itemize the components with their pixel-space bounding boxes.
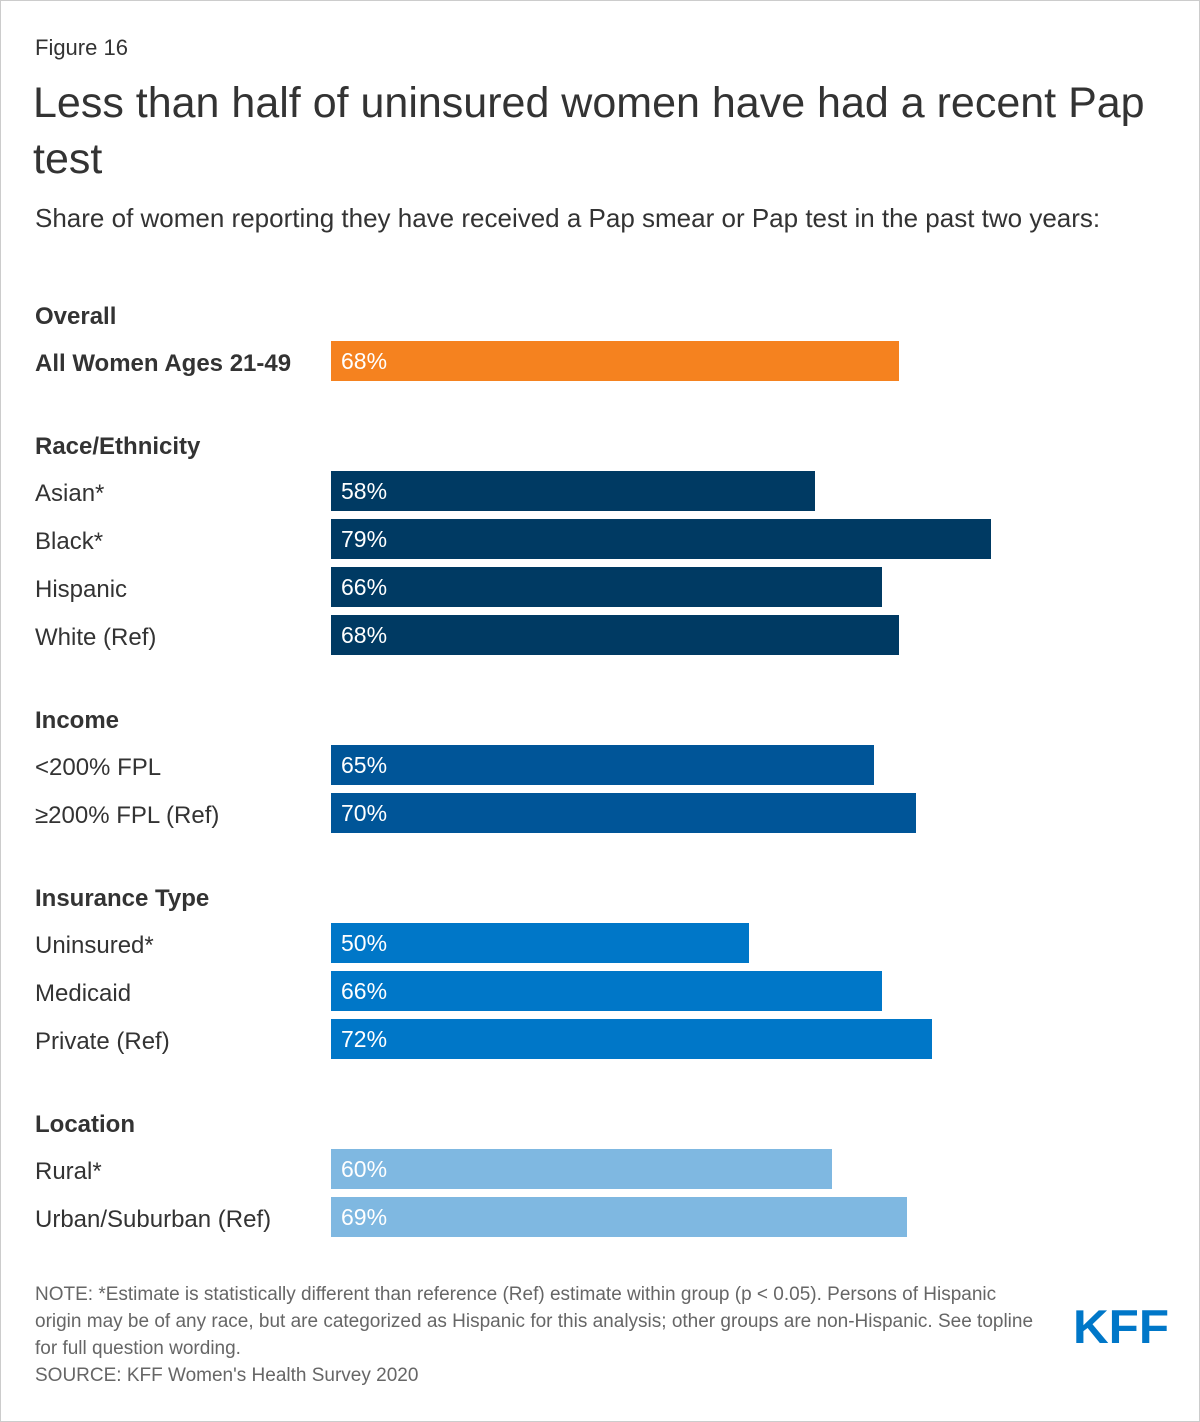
category-label: ≥200% FPL (Ref): [35, 802, 220, 829]
group-header-race-ethnicity: Race/Ethnicity: [35, 433, 201, 460]
chart-subtitle: Share of women reporting they have recei…: [35, 203, 1101, 233]
group-header-overall: Overall: [35, 303, 117, 330]
data-label: 72%: [341, 1026, 388, 1052]
category-label: Rural*: [35, 1158, 102, 1185]
bar: [331, 615, 899, 655]
category-label: Hispanic: [35, 576, 128, 603]
bar: [331, 971, 882, 1011]
bar: [331, 567, 882, 607]
bar: [331, 1149, 832, 1189]
category-label: Black*: [35, 528, 104, 555]
data-label: 68%: [341, 622, 388, 648]
bar: [331, 745, 874, 785]
data-label: 70%: [341, 800, 388, 826]
bar: [331, 793, 916, 833]
category-label: White (Ref): [35, 624, 157, 651]
data-label: 58%: [341, 478, 388, 504]
data-label: 66%: [341, 978, 388, 1004]
data-label: 68%: [341, 348, 388, 374]
bar-chart: Overall All Women Ages 21-49 68% Race/Ethni…: [1, 1, 1200, 1261]
data-label: 79%: [341, 526, 388, 552]
kff-logo-text: KFF: [1073, 1303, 1169, 1347]
category-label: Asian*: [35, 480, 105, 507]
chart-footer: NOTE: *Estimate is statistically differe…: [35, 1281, 1035, 1389]
category-label: All Women Ages 21-49: [35, 350, 292, 377]
group-header-location: Location: [35, 1111, 135, 1138]
footer-source: SOURCE: KFF Women's Health Survey 2020: [35, 1365, 419, 1386]
category-label: <200% FPL: [35, 754, 162, 781]
bar: [331, 1197, 907, 1237]
bar: [331, 341, 899, 381]
data-label: 60%: [341, 1156, 388, 1182]
footer-note: NOTE: *Estimate is statistically differe…: [35, 1284, 1034, 1359]
group-header-insurance-type: Insurance Type: [35, 885, 210, 912]
category-label: Private (Ref): [35, 1028, 170, 1055]
data-label: 65%: [341, 752, 388, 778]
chart-title: Less than half of uninsured women have h…: [33, 79, 1145, 183]
data-label: 66%: [341, 574, 388, 600]
bar: [331, 923, 749, 963]
figure-label: Figure 16: [35, 35, 128, 60]
data-label: 50%: [341, 930, 388, 956]
bar: [331, 519, 991, 559]
category-label: Uninsured*: [35, 932, 154, 959]
kff-logo: KFF: [1073, 1303, 1169, 1347]
data-label: 69%: [341, 1204, 388, 1230]
bar: [331, 471, 815, 511]
group-header-income: Income: [35, 707, 120, 734]
category-label: Medicaid: [35, 980, 132, 1007]
category-label: Urban/Suburban (Ref): [35, 1206, 272, 1233]
bar: [331, 1019, 932, 1059]
